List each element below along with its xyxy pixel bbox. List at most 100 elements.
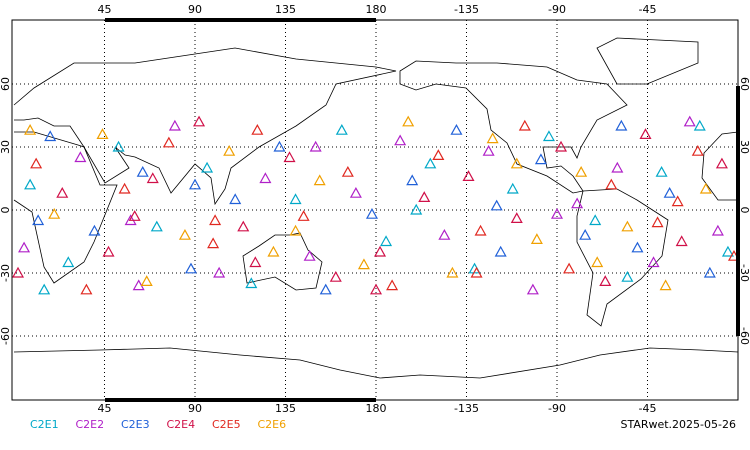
marker [470,266,483,278]
marker [418,191,431,202]
marker [518,119,531,131]
marker [446,266,459,278]
y-tick-label: 60 [738,77,750,91]
marker [639,128,652,139]
legend-label: C2E6 [258,418,287,431]
legend-label: C2E1 [30,418,59,431]
marker [589,214,602,226]
marker [490,199,503,211]
y-tick-label: -30 [0,264,12,282]
antarctica [13,347,739,379]
marker [611,161,624,173]
marker [88,224,101,236]
marker [591,256,604,268]
marker [575,165,588,177]
marker [313,174,326,186]
marker [48,207,61,219]
marker [223,144,236,156]
marker [651,216,664,228]
marker [510,157,523,169]
x-tick-label: 45 [98,3,112,16]
marker [335,123,348,135]
marker [237,220,250,232]
x-tick-label: -90 [548,402,566,415]
marker [112,140,125,152]
marker [24,123,37,135]
marker [386,279,399,291]
marker [530,233,543,244]
africa-west [701,131,739,201]
marker [319,283,332,295]
marker [621,270,634,282]
x-tick-label: 135 [275,402,296,415]
marker [146,172,159,184]
x-tick-label: -135 [454,3,479,16]
marker [209,214,222,226]
marker [659,279,672,291]
marker [30,157,43,169]
marker [44,130,57,142]
x-tick-label: 135 [275,3,296,16]
marker [289,193,302,205]
marker [691,144,704,156]
north-america [399,60,628,194]
marker [506,182,519,194]
y-tick-label: 30 [738,140,750,154]
x-tick-label: -45 [639,402,657,415]
marker [38,283,51,295]
marker [62,256,75,268]
marker [406,174,419,186]
y-tick-label: -30 [738,264,750,282]
marker [213,266,226,278]
marker [621,220,634,232]
y-tick-label: 0 [738,207,750,214]
marker [80,283,93,295]
y-tick-label: 60 [0,77,12,91]
marker [571,197,584,209]
x-tick-label: 45 [98,402,112,415]
marker [150,220,163,232]
marker [542,130,555,142]
marker [715,157,728,169]
marker [410,203,423,215]
marker [259,172,272,184]
south-america [576,188,669,327]
marker [450,123,463,135]
y-tick-label: 30 [0,140,12,154]
marker [563,262,576,274]
marker [102,245,115,257]
marker [132,279,145,291]
marker [369,283,383,295]
africa [13,131,118,284]
marker [365,207,378,219]
marker [136,165,149,177]
legend-label: C2E4 [167,418,196,431]
data-layer [12,20,740,400]
marker [188,178,202,190]
marker [251,123,264,135]
marker [118,182,131,194]
marker [534,153,547,165]
y-tick-label: 0 [0,207,12,214]
marker [303,249,316,261]
marker [615,119,628,131]
marker [693,119,706,131]
marker [579,228,592,240]
marker [207,237,220,249]
x-tick-label: -90 [548,3,566,16]
marker [482,144,495,156]
marker [74,151,87,163]
marker [267,245,280,257]
marker [12,266,25,278]
marker [631,241,644,253]
marker [711,224,724,236]
marker [249,256,262,268]
marker [201,161,214,173]
marker [474,224,487,236]
marker [56,186,69,198]
marker [283,151,296,163]
marker [140,275,153,286]
marker [655,165,668,177]
